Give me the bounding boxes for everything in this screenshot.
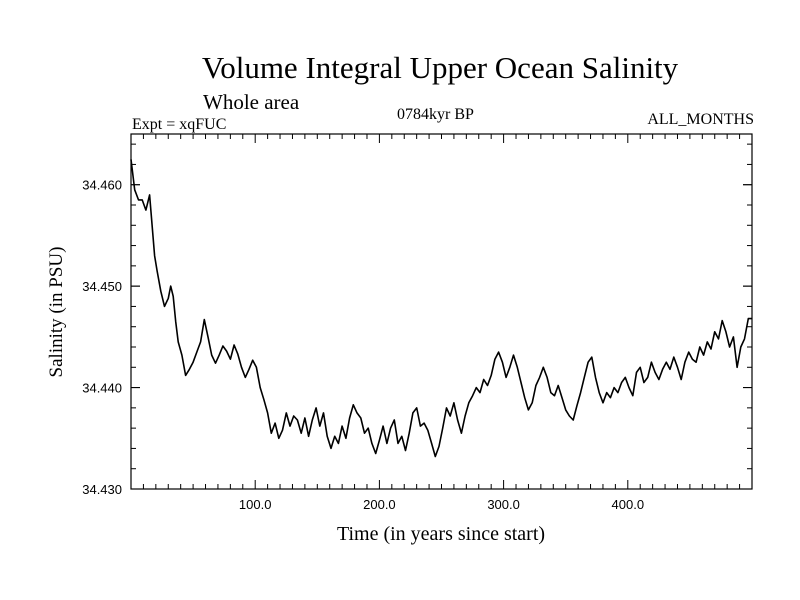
x-tick-label: 400.0 xyxy=(612,497,645,512)
y-tick-labels: 34.430 34.440 34.450 34.460 xyxy=(82,178,122,497)
experiment-label: Expt = xqFUC xyxy=(132,116,227,133)
y-axis-title: Salinity (in PSU) xyxy=(46,247,67,378)
plot-frame xyxy=(130,133,753,490)
chart-subtitle: Whole area xyxy=(203,90,300,114)
y-tick-label: 34.460 xyxy=(82,178,122,193)
months-label: ALL_MONTHS xyxy=(647,111,754,128)
x-axis-title: Time (in years since start) xyxy=(337,523,545,545)
x-tick-labels: 100.0 200.0 300.0 400.0 xyxy=(239,497,644,512)
y-tick-label: 34.430 xyxy=(82,482,122,497)
y-tick-label: 34.440 xyxy=(82,381,122,396)
period-label: 0784kyr BP xyxy=(397,106,474,123)
y-tick-label: 34.450 xyxy=(82,279,122,294)
x-tick-label: 300.0 xyxy=(487,497,520,512)
salinity-series-line xyxy=(130,159,752,458)
x-tick-label: 100.0 xyxy=(239,497,272,512)
x-tick-label: 200.0 xyxy=(363,497,396,512)
chart-title: Volume Integral Upper Ocean Salinity xyxy=(201,50,679,85)
